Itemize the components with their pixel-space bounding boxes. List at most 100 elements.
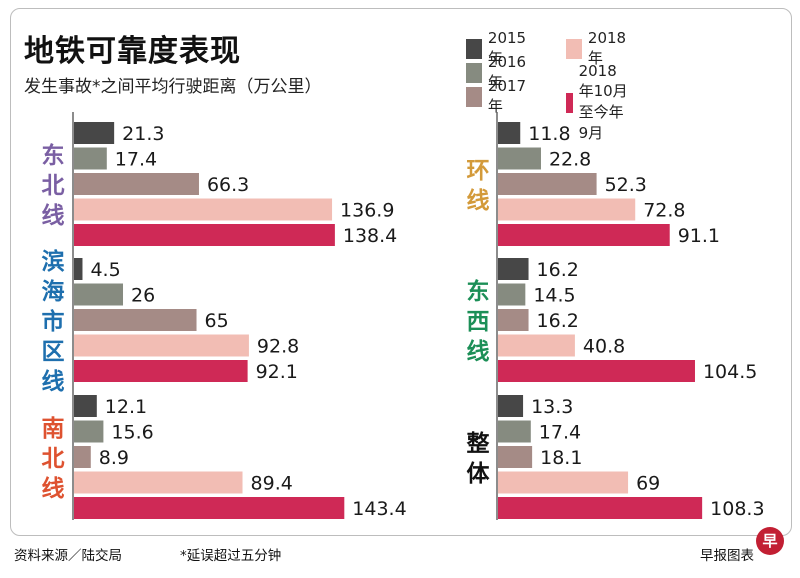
group-label-char: 线 (42, 475, 65, 502)
group-label-char: 线 (467, 187, 490, 214)
bar (498, 147, 541, 170)
group-label-char: 线 (42, 202, 65, 229)
bar-value-label: 15.6 (111, 422, 153, 444)
bar-value-label: 92.1 (256, 361, 298, 383)
legend-label: 2017年 (487, 77, 527, 115)
bar (74, 497, 345, 519)
source-note: 资料来源／陆交局 (14, 548, 122, 564)
group-label-char: 区 (42, 339, 65, 365)
legend-swatch (466, 62, 482, 83)
group-label-char: 滨 (42, 248, 65, 275)
bar-value-label: 52.3 (605, 174, 647, 196)
zaobao-logo: 早 (756, 527, 784, 555)
bar (498, 446, 533, 468)
bar (498, 309, 529, 331)
legend-swatch (566, 92, 573, 113)
legend-item-2018-oct-to-sep: 2018年10月至今年9月 (566, 62, 630, 143)
bar-value-label: 108.3 (710, 498, 764, 520)
bar (498, 283, 526, 306)
bar (74, 309, 197, 331)
group-label-char: 北 (42, 173, 65, 199)
bar-value-label: 16.2 (537, 259, 579, 281)
group-label-char: 西 (467, 309, 490, 335)
bar (74, 173, 199, 195)
group-label-char: 北 (42, 446, 65, 472)
bar-value-label: 72.8 (643, 200, 685, 222)
group-label-char: 环 (467, 158, 490, 184)
group-label-char: 东 (467, 278, 490, 305)
bar (74, 395, 97, 417)
group-label-char: 体 (467, 461, 491, 487)
bar-value-label: 22.8 (549, 149, 591, 171)
group-label-char: 东 (42, 142, 65, 169)
bar (74, 122, 115, 144)
bar-value-label: 66.3 (207, 174, 249, 196)
chart-frame (10, 8, 792, 536)
bar (498, 198, 636, 221)
bar (74, 360, 248, 382)
bar-value-label: 12.1 (105, 396, 147, 418)
bar (74, 198, 333, 221)
bar-value-label: 104.5 (703, 361, 757, 383)
bar (74, 258, 83, 280)
group-label-char: 海 (42, 278, 65, 305)
bar (74, 420, 104, 443)
bar (498, 497, 703, 519)
bar-value-label: 138.4 (343, 225, 397, 247)
bar-value-label: 65 (205, 310, 229, 332)
bar (498, 122, 521, 144)
bar (74, 334, 249, 357)
legend-label: 2015年 (487, 29, 527, 67)
group-label-char: 南 (42, 416, 65, 442)
group-label-char: 线 (467, 338, 490, 365)
bar-value-label: 17.4 (539, 422, 581, 444)
bar-value-label: 16.2 (537, 310, 579, 332)
footnote: *延误超过五分钟 (180, 548, 282, 564)
legend-item-2018: 2018年 (566, 29, 630, 68)
legend-swatch (566, 38, 582, 59)
group-label-char: 线 (42, 368, 65, 395)
bar (498, 360, 695, 382)
group-label-char: 市 (42, 308, 65, 335)
legend-label: 2018年10月至今年9月 (578, 62, 628, 142)
bar-value-label: 91.1 (678, 225, 720, 247)
legend-label: 2016年 (487, 53, 527, 91)
credit: 早报图表 (700, 548, 754, 564)
group-label-char: 整 (467, 430, 490, 457)
bar (74, 471, 243, 494)
bar (498, 471, 629, 494)
legend-swatch (466, 86, 482, 107)
bar (498, 420, 531, 443)
legend-item-2015: 2015年 (466, 29, 530, 68)
bar-value-label: 18.1 (540, 447, 582, 469)
bar-value-label: 40.8 (583, 336, 625, 358)
bar-value-label: 89.4 (251, 473, 293, 495)
bar-value-label: 26 (131, 285, 155, 307)
bar (498, 334, 575, 357)
bar-value-label: 69 (636, 473, 660, 495)
chart-title: 地铁可靠度表现 (24, 34, 241, 69)
legend-item-2016: 2016年 (466, 53, 530, 92)
bar (498, 173, 597, 195)
bar (74, 283, 124, 306)
bar-value-label: 11.8 (528, 123, 570, 145)
bar-value-label: 17.4 (115, 149, 157, 171)
bar (74, 147, 107, 170)
bar-value-label: 136.9 (340, 200, 394, 222)
bar-value-label: 92.8 (257, 336, 299, 358)
bar (74, 224, 335, 246)
legend-label: 2018年 (587, 29, 627, 67)
bar-value-label: 14.5 (533, 285, 575, 307)
bar-value-label: 143.4 (352, 498, 406, 520)
bar (498, 224, 670, 246)
bar-value-label: 8.9 (99, 447, 129, 469)
bar-value-label: 4.5 (90, 259, 120, 281)
legend-item-2017: 2017年 (466, 77, 530, 116)
bar-value-label: 13.3 (531, 396, 573, 418)
bar (498, 395, 524, 417)
bar (74, 446, 91, 468)
bar-value-label: 21.3 (122, 123, 164, 145)
legend-swatch (466, 38, 482, 59)
bar (498, 258, 529, 280)
